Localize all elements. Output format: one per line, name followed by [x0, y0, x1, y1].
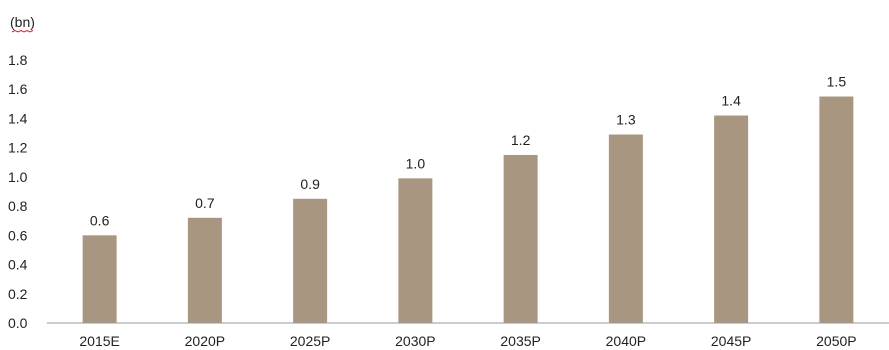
y-tick-label: 1.6	[8, 81, 28, 97]
y-tick-label: 0.8	[8, 198, 28, 214]
data-label: 1.4	[721, 93, 741, 109]
x-tick-label: 2030P	[395, 333, 435, 349]
y-tick-label: 0.4	[8, 257, 28, 273]
unit-label: (bn)	[10, 14, 35, 30]
x-tick-label: 2040P	[606, 333, 646, 349]
bar	[608, 134, 643, 323]
y-tick-label: 0.2	[8, 286, 28, 302]
spellcheck-underline	[11, 30, 34, 33]
y-tick-label: 0.6	[8, 227, 28, 243]
x-tick-label: 2020P	[185, 333, 225, 349]
bar	[819, 96, 854, 324]
data-label: 1.0	[406, 155, 426, 171]
y-tick-label: 1.4	[8, 110, 28, 126]
data-label: 1.3	[616, 112, 636, 128]
data-label: 0.9	[300, 176, 320, 192]
x-tick-label: 2035P	[500, 333, 540, 349]
x-tick-label: 2050P	[816, 333, 856, 349]
bar	[293, 198, 328, 323]
bar	[714, 115, 749, 324]
y-tick-label: 1.0	[8, 169, 28, 185]
data-label: 0.7	[195, 195, 215, 211]
bar	[503, 154, 538, 323]
data-label: 0.6	[90, 212, 110, 228]
x-tick-label: 2015E	[79, 333, 119, 349]
y-tick-label: 1.8	[8, 52, 28, 68]
x-tick-label: 2045P	[711, 333, 751, 349]
bar	[82, 235, 117, 323]
y-tick-label: 1.2	[8, 140, 28, 156]
x-tick-label: 2025P	[290, 333, 330, 349]
data-label: 1.2	[511, 132, 531, 148]
data-label: 1.5	[827, 74, 847, 90]
y-tick-label: 0.0	[8, 315, 28, 331]
bar	[398, 178, 433, 323]
bar	[187, 217, 222, 323]
